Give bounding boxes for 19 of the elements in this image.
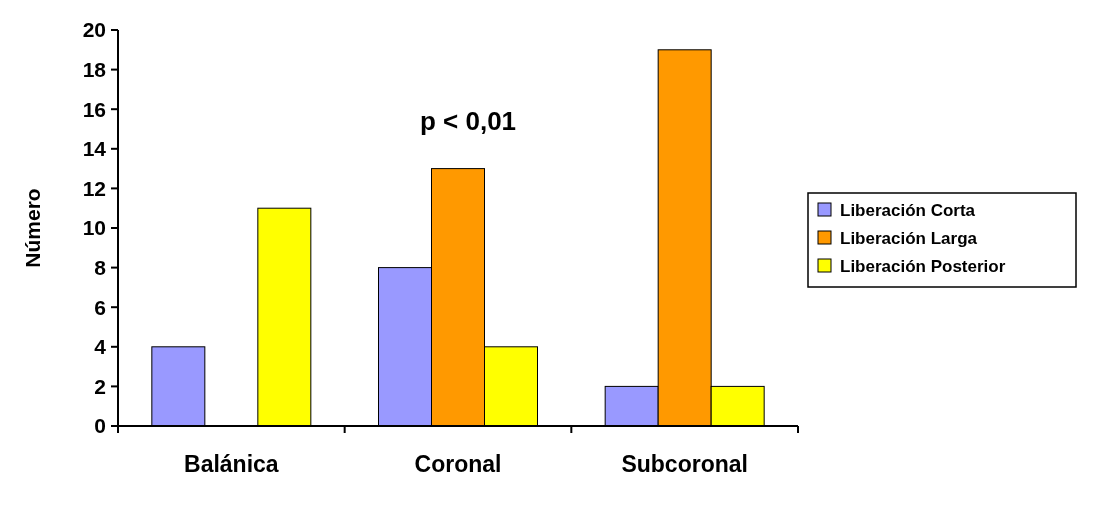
- x-tick-label: Subcoronal: [621, 451, 748, 477]
- y-tick-label: 14: [82, 137, 107, 161]
- y-tick-label: 10: [82, 216, 106, 240]
- annotation: p < 0,01: [419, 106, 517, 136]
- y-tick-label: 12: [82, 176, 106, 200]
- x-tick-label: Coronal: [414, 451, 502, 477]
- y-tick-label: 20: [82, 18, 106, 42]
- y-tick-label: 2: [94, 374, 106, 398]
- y-axis-title: Número: [21, 188, 44, 268]
- y-tick-label: 6: [94, 295, 106, 319]
- y-tick-label: 16: [82, 97, 106, 121]
- x-tick-label: Balánica: [184, 451, 279, 477]
- y-tick-label: 18: [82, 57, 107, 81]
- y-tick-label: 8: [94, 255, 107, 279]
- y-tick-label: 4: [94, 335, 107, 359]
- y-tick-label: 0: [94, 414, 106, 438]
- legend-label: Liberación Posterior: [840, 256, 1006, 276]
- legend-label: Liberación Larga: [840, 228, 978, 248]
- legend-label: Liberación Corta: [840, 200, 976, 220]
